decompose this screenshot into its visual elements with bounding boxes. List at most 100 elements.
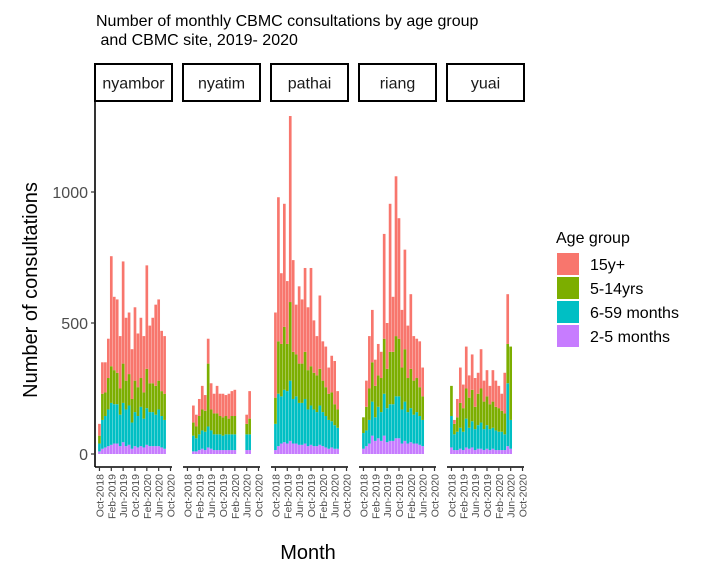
bar-segment-5-14yrs (294, 354, 298, 397)
x-tick-label: Oct-2020 (430, 474, 442, 517)
bar-segment-15y- (312, 320, 316, 373)
legend-swatch (557, 325, 579, 347)
bar-segment-15y- (473, 378, 477, 407)
bar-segment-5-14yrs (321, 380, 325, 413)
bar-segment-15y- (206, 338, 210, 364)
x-tick-label: Oct-2018 (94, 474, 106, 517)
bar-segment-2-5-months (154, 446, 158, 454)
bar-segment-5-14yrs (412, 380, 416, 415)
bar-segment-6-59-months (274, 423, 277, 451)
bar-segment-2-5-months (148, 446, 152, 454)
bar-segment-15y- (333, 360, 337, 405)
bar-segment-2-5-months (318, 444, 322, 454)
bar-segment-5-14yrs (160, 391, 163, 417)
facet-strip (358, 63, 437, 102)
bar-segment-15y- (368, 336, 371, 389)
bar-segment-6-59-months (163, 419, 166, 449)
bar-segment-5-14yrs (109, 366, 113, 403)
bar-segment-6-59-months (133, 412, 137, 447)
bar-segment-6-59-months (309, 405, 313, 445)
bar-segment-5-14yrs (106, 378, 110, 410)
bar-segment-6-59-months (461, 431, 465, 451)
facet-strip (270, 63, 349, 102)
bar-segment-2-5-months (456, 450, 459, 454)
legend: Age group 15y+ 5-14yrs 6-59 months 2-5 mont… (556, 230, 679, 347)
x-tick-label: Feb-2020 (494, 474, 506, 519)
bar-segment-2-5-months (139, 446, 143, 454)
x-tick-label: Feb-2020 (142, 474, 154, 519)
bar-segment-5-14yrs (500, 410, 504, 432)
bar-segment-2-5-months (127, 444, 131, 454)
x-axis-label: Month (280, 542, 336, 564)
bar-segment-15y- (409, 294, 413, 369)
bar-segment-15y- (421, 367, 425, 397)
bar-segment-6-59-months (318, 405, 322, 445)
legend-entry: 15y+ (590, 257, 625, 274)
bar-segment-5-14yrs (485, 396, 489, 426)
bar-segment-5-14yrs (227, 418, 231, 435)
x-tick-label: Oct-2019 (218, 474, 230, 517)
bar-segment-2-5-months (151, 446, 155, 454)
bar-segment-5-14yrs (124, 380, 128, 410)
bar-segment-5-14yrs (163, 393, 166, 420)
bar-segment-2-5-months (470, 447, 474, 454)
bar-segment-15y- (315, 336, 319, 376)
bar-segment-6-59-months (385, 408, 389, 443)
bar-segment-5-14yrs (282, 326, 286, 390)
bar-segment-6-59-months (303, 398, 307, 444)
bar-segment-6-59-months (415, 412, 419, 444)
bar-segment-6-59-months (494, 430, 498, 451)
bar-segment-15y- (163, 336, 166, 394)
bar-segment-6-59-months (101, 419, 104, 449)
bar-segment-15y- (215, 385, 219, 414)
bar-segment-6-59-months (453, 434, 456, 451)
x-tick-label: Oct-2018 (270, 474, 282, 517)
bar-segment-15y- (98, 423, 101, 436)
bar-segment-6-59-months (124, 409, 128, 447)
bar-segment-5-14yrs (415, 378, 419, 413)
bar-segment-6-59-months (412, 414, 416, 444)
bar-segment-15y- (245, 414, 249, 424)
legend-entry: 6-59 months (590, 305, 679, 322)
x-tick-label: Feb-2020 (318, 474, 330, 519)
bar-segment-6-59-months (321, 412, 325, 447)
bar-segment-2-5-months (415, 443, 419, 454)
bar-segment-5-14yrs (473, 406, 477, 430)
bar-segment-6-59-months (370, 401, 374, 436)
bar-segment-2-5-months (488, 450, 492, 454)
bar-segment-2-5-months (406, 443, 410, 454)
x-tick-label: Oct-2020 (342, 474, 354, 517)
bar-segment-2-5-months (197, 450, 201, 454)
bar-segment-5-14yrs (248, 418, 251, 435)
bar-segment-2-5-months (479, 448, 483, 454)
bar-segment-6-59-months (280, 396, 283, 444)
bar-segment-5-14yrs (336, 409, 339, 428)
bar-segment-5-14yrs (330, 392, 334, 422)
facet-pathai: pathai Oct-2018 Feb-2019 Jun-2019 Oct-2019 Fe… (270, 63, 354, 519)
bar-segment-5-14yrs (403, 349, 407, 402)
bar-segment-5-14yrs (285, 343, 289, 392)
bar-segment-6-59-months (509, 419, 513, 449)
bar-segment-5-14yrs (98, 435, 101, 444)
bar-segment-5-14yrs (388, 351, 392, 405)
bar-segment-2-5-months (491, 448, 495, 454)
bar-segment-5-14yrs (157, 380, 161, 410)
legend-swatch (557, 301, 579, 323)
bar-segment-2-5-months (379, 440, 383, 454)
bar-segment-5-14yrs (192, 422, 195, 436)
bar-segment-5-14yrs (151, 383, 155, 413)
bar-segment-6-59-months (467, 427, 471, 449)
bar-segment-2-5-months (194, 451, 198, 454)
bar-segment-2-5-months (412, 443, 416, 454)
bar-segment-15y- (133, 307, 137, 381)
bar-segment-15y- (148, 325, 152, 384)
x-tick-label: Jun-2019 (294, 474, 306, 518)
bar-segment-5-14yrs (373, 385, 377, 418)
bar-segment-5-14yrs (291, 351, 295, 399)
bar-segment-15y- (458, 367, 462, 403)
bar-segment-2-5-months (248, 450, 251, 454)
facet-strip (182, 63, 261, 102)
bar-segment-2-5-months (309, 444, 313, 454)
bar-segment-6-59-months (473, 429, 477, 451)
bar-segment-5-14yrs (197, 416, 201, 435)
